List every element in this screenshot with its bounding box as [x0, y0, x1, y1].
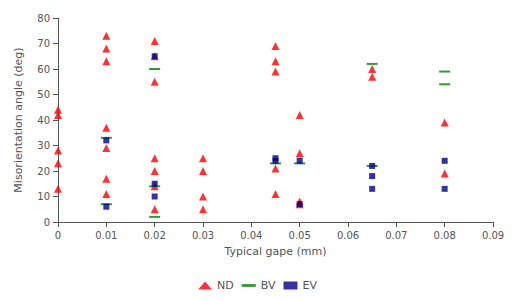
svg-text:60: 60 [37, 64, 50, 75]
svg-text:20: 20 [37, 166, 50, 177]
svg-text:0.09: 0.09 [482, 230, 504, 241]
svg-text:0.02: 0.02 [144, 230, 166, 241]
svg-text:40: 40 [37, 115, 50, 126]
svg-text:10: 10 [37, 191, 50, 202]
svg-text:EV: EV [302, 279, 317, 292]
svg-text:0: 0 [55, 230, 61, 241]
svg-text:Misorientation angle (deg): Misorientation angle (deg) [12, 47, 25, 192]
svg-text:80: 80 [37, 13, 50, 24]
svg-text:0.05: 0.05 [289, 230, 311, 241]
svg-text:0: 0 [44, 217, 50, 228]
svg-text:30: 30 [37, 140, 50, 151]
svg-text:ND: ND [217, 279, 234, 292]
svg-text:0.01: 0.01 [95, 230, 117, 241]
svg-text:0.03: 0.03 [192, 230, 214, 241]
svg-text:0.08: 0.08 [434, 230, 456, 241]
svg-text:0.07: 0.07 [385, 230, 407, 241]
svg-text:BV: BV [261, 279, 276, 292]
svg-text:50: 50 [37, 89, 50, 100]
svg-text:70: 70 [37, 38, 50, 49]
svg-text:Typical gape (mm): Typical gape (mm) [224, 245, 327, 258]
svg-text:0.06: 0.06 [337, 230, 359, 241]
svg-text:0.04: 0.04 [240, 230, 262, 241]
